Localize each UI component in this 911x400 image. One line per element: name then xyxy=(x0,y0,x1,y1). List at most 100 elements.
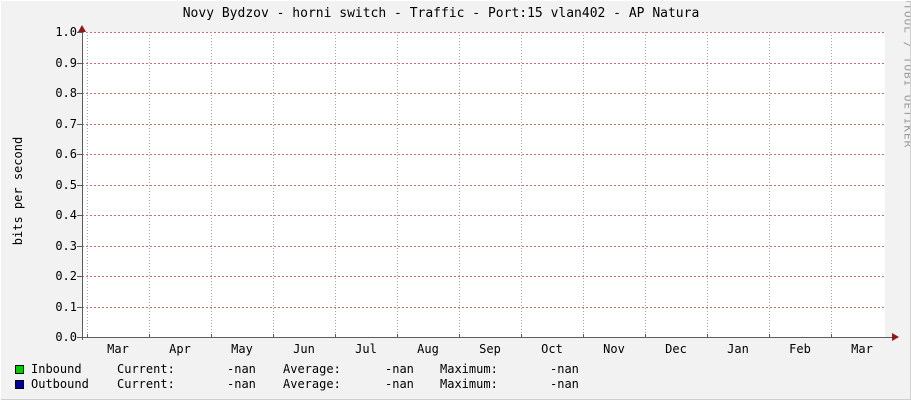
legend-maximum-value: -nan xyxy=(550,362,579,376)
gridline-horizontal xyxy=(82,307,885,308)
y-axis-tick xyxy=(77,185,83,186)
x-axis-tick xyxy=(583,334,584,338)
gridline-vertical xyxy=(707,32,708,337)
y-axis-arrow-icon xyxy=(78,25,86,32)
y-axis-tick-label: 0.5 xyxy=(55,178,77,192)
gridline-vertical xyxy=(397,32,398,337)
plot-area xyxy=(82,32,885,337)
legend-average-label: Average: xyxy=(283,377,341,391)
x-axis-tick xyxy=(459,334,460,338)
gridline-vertical xyxy=(645,32,646,337)
y-axis-line xyxy=(82,29,83,340)
gridline-vertical xyxy=(459,32,460,337)
gridline-vertical xyxy=(87,32,88,337)
gridline-horizontal xyxy=(82,32,885,33)
legend-current-label: Current: xyxy=(117,377,175,391)
gridline-horizontal xyxy=(82,154,885,155)
y-axis-tick xyxy=(77,307,83,308)
x-axis-tick xyxy=(273,334,274,338)
gridline-vertical xyxy=(521,32,522,337)
y-axis-tick xyxy=(77,246,83,247)
x-axis-arrow-icon xyxy=(892,333,899,341)
x-axis-tick xyxy=(831,334,832,338)
rrdtool-watermark: RRDTOOL / TOBI OETIKER xyxy=(901,1,911,149)
y-axis-labels: 0.0 0.1 0.2 0.3 0.4 0.5 0.6 0.7 0.8 0.9 1.0 xyxy=(1,1,77,400)
legend-color-swatch xyxy=(15,365,24,374)
legend-current-label: Current: xyxy=(117,362,175,376)
x-axis-tick xyxy=(149,334,150,338)
x-axis-tick xyxy=(521,334,522,338)
x-axis-tick-label: Jun xyxy=(293,342,315,356)
x-axis-tick xyxy=(645,334,646,338)
x-axis-tick xyxy=(397,334,398,338)
y-axis-tick-label: 0.0 xyxy=(55,330,77,344)
legend: Inbound Current: -nan Average: -nan Maximum: -… xyxy=(15,362,579,392)
x-axis-tick-label: Nov xyxy=(603,342,625,356)
gridline-vertical xyxy=(149,32,150,337)
legend-maximum-value: -nan xyxy=(550,377,579,391)
y-axis-tick xyxy=(77,93,83,94)
legend-current-value: -nan xyxy=(227,377,256,391)
x-axis-tick-label: Dec xyxy=(665,342,687,356)
gridline-vertical xyxy=(769,32,770,337)
y-axis-tick-label: 1.0 xyxy=(55,25,77,39)
y-axis-tick-label: 0.8 xyxy=(55,86,77,100)
gridline-vertical xyxy=(273,32,274,337)
y-axis-tick xyxy=(77,337,83,338)
gridline-horizontal xyxy=(82,215,885,216)
y-axis-tick-label: 0.7 xyxy=(55,117,77,131)
x-axis-tick-label: Feb xyxy=(789,342,811,356)
legend-color-swatch xyxy=(15,380,24,389)
x-axis-tick xyxy=(211,334,212,338)
x-axis-tick xyxy=(707,334,708,338)
legend-maximum-label: Maximum: xyxy=(440,377,498,391)
y-axis-tick xyxy=(77,215,83,216)
legend-current-value: -nan xyxy=(227,362,256,376)
x-axis-tick-label: Sep xyxy=(479,342,501,356)
legend-average-label: Average: xyxy=(283,362,341,376)
page-title: Novy Bydzov - horni switch - Traffic - P… xyxy=(182,6,700,21)
legend-series-name: Inbound xyxy=(31,362,82,376)
gridline-horizontal xyxy=(82,185,885,186)
y-axis-tick-label: 0.4 xyxy=(55,208,77,222)
gridline-horizontal xyxy=(82,93,885,94)
y-axis-tick-label: 0.6 xyxy=(55,147,77,161)
y-axis-tick xyxy=(77,32,83,33)
legend-average-value: -nan xyxy=(385,362,414,376)
x-axis-tick-label: Apr xyxy=(169,342,191,356)
legend-row: Inbound Current: -nan Average: -nan Maximum: -… xyxy=(15,362,579,377)
legend-average-value: -nan xyxy=(385,377,414,391)
y-axis-tick xyxy=(77,124,83,125)
gridline-vertical xyxy=(831,32,832,337)
gridline-vertical xyxy=(335,32,336,337)
x-axis-tick-label: Oct xyxy=(541,342,563,356)
x-axis-tick-label: Jan xyxy=(727,342,749,356)
gridline-horizontal xyxy=(82,246,885,247)
x-axis-line xyxy=(79,337,896,338)
gridline-horizontal xyxy=(82,63,885,64)
x-axis-tick xyxy=(769,334,770,338)
y-axis-tick-label: 0.9 xyxy=(55,56,77,70)
y-axis-tick xyxy=(77,154,83,155)
x-axis-tick xyxy=(335,334,336,338)
gridline-horizontal xyxy=(82,124,885,125)
x-axis-tick xyxy=(87,334,88,338)
y-axis-tick-label: 0.2 xyxy=(55,269,77,283)
y-axis-tick-label: 0.1 xyxy=(55,300,77,314)
x-axis-tick-label: Mar xyxy=(107,342,129,356)
x-axis-tick-label: Mar xyxy=(851,342,873,356)
y-axis-caption: bits per second xyxy=(11,136,25,246)
gridline-vertical xyxy=(583,32,584,337)
y-axis-tick xyxy=(77,276,83,277)
gridline-vertical xyxy=(211,32,212,337)
legend-series-name: Outbound xyxy=(31,377,89,391)
x-axis-tick-label: May xyxy=(231,342,253,356)
legend-maximum-label: Maximum: xyxy=(440,362,498,376)
x-axis-tick-label: Jul xyxy=(355,342,377,356)
legend-row: Outbound Current: -nan Average: -nan Maximum:… xyxy=(15,377,579,392)
y-axis-tick-label: 0.3 xyxy=(55,239,77,253)
y-axis-tick xyxy=(77,63,83,64)
gridline-horizontal xyxy=(82,276,885,277)
x-axis-tick-label: Aug xyxy=(417,342,439,356)
